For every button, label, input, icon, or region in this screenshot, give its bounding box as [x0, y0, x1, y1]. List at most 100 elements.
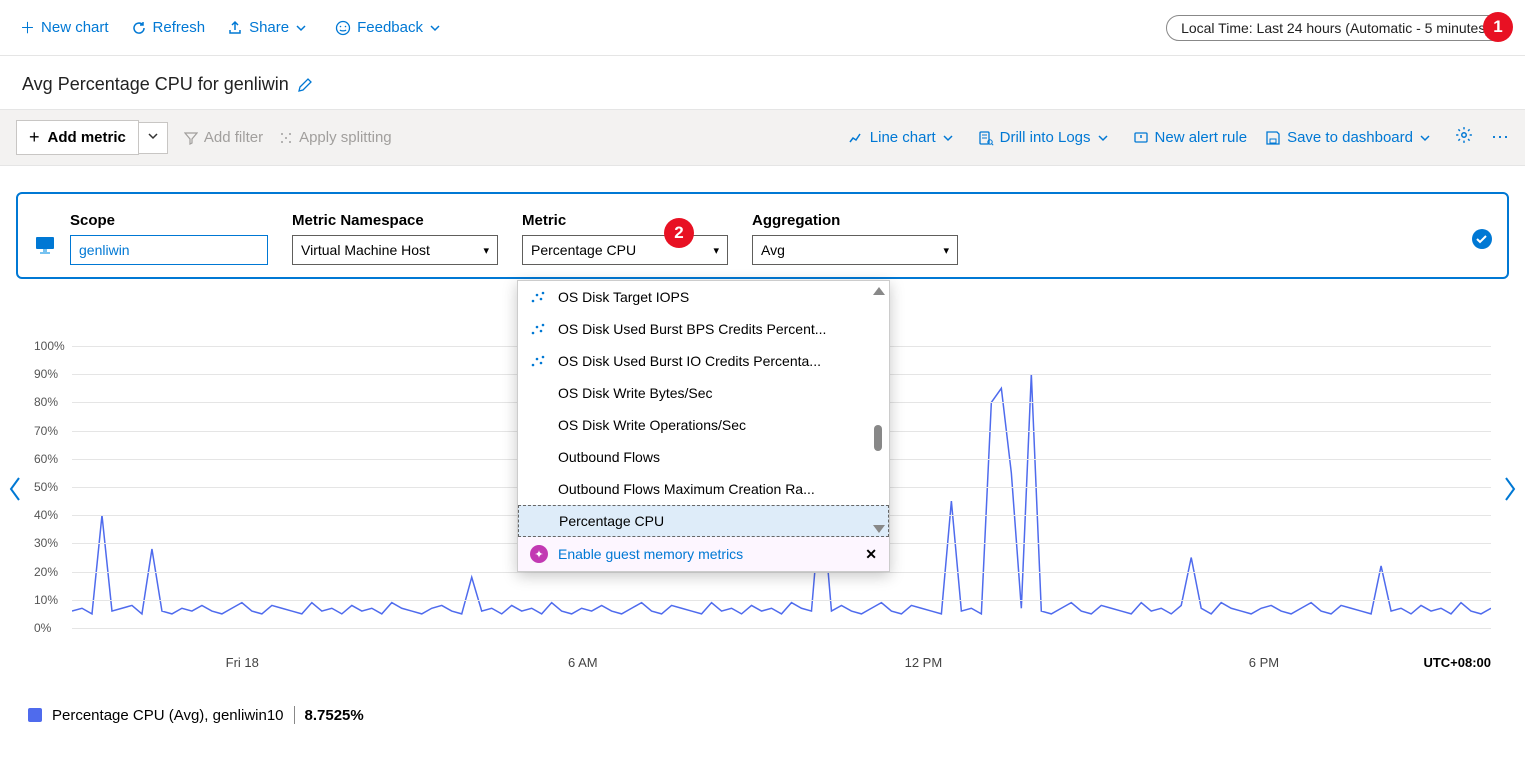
top-toolbar: ＋ New chart Refresh Share Feedback Local… — [0, 0, 1525, 56]
chevron-down-icon — [295, 22, 307, 34]
apply-splitting-button[interactable]: Apply splitting — [279, 129, 392, 146]
drill-logs-button[interactable]: Drill into Logs — [978, 129, 1115, 146]
alert-icon — [1133, 130, 1149, 146]
x-axis-label: 12 PM — [905, 655, 943, 670]
metric-option-label: OS Disk Used Burst IO Credits Percenta..… — [558, 353, 821, 369]
add-metric-dropdown[interactable] — [139, 122, 168, 154]
y-axis-label: 40% — [34, 508, 58, 522]
refresh-button[interactable]: Refresh — [131, 19, 206, 36]
scroll-thumb[interactable] — [874, 425, 882, 451]
metric-option[interactable]: Percentage CPU — [518, 505, 889, 537]
dropdown-footer[interactable]: ✦ Enable guest memory metrics ✕ — [518, 537, 889, 571]
chevron-down-icon — [429, 22, 441, 34]
y-axis-label: 70% — [34, 424, 58, 438]
chevron-down-icon: ▾ — [483, 244, 489, 257]
metric-option-label: OS Disk Write Operations/Sec — [558, 417, 746, 433]
metric-dropdown: OS Disk Target IOPS OS Disk Used Burst BP… — [517, 280, 890, 572]
scatter-icon — [530, 321, 548, 337]
plus-icon: + — [29, 127, 40, 148]
aggregation-label: Aggregation — [752, 212, 958, 229]
dropdown-scrollbar[interactable] — [871, 287, 885, 533]
chevron-down-icon — [1419, 132, 1431, 144]
y-axis-label: 20% — [34, 565, 58, 579]
chevron-down-icon — [942, 132, 954, 144]
scope-label: Scope — [70, 212, 268, 229]
namespace-label: Metric Namespace — [292, 212, 498, 229]
new-chart-button[interactable]: ＋ New chart — [20, 17, 109, 38]
chevron-down-icon: ▾ — [713, 244, 719, 257]
filter-icon — [184, 131, 198, 145]
feedback-button[interactable]: Feedback — [335, 19, 447, 36]
chart-type-button[interactable]: Line chart — [848, 129, 960, 146]
metric-option-label: Outbound Flows Maximum Creation Ra... — [558, 481, 815, 497]
scroll-down-icon[interactable] — [873, 525, 885, 533]
compass-icon: ✦ — [530, 545, 548, 563]
metric-option[interactable]: OS Disk Write Bytes/Sec — [518, 377, 889, 409]
save-icon — [1265, 130, 1281, 146]
legend-value: 8.7525% — [305, 707, 364, 724]
y-axis-label: 10% — [34, 593, 58, 607]
metric-option-label: Outbound Flows — [558, 449, 660, 465]
metric-option-label: OS Disk Used Burst BPS Credits Percent..… — [558, 321, 826, 337]
chevron-down-icon — [147, 130, 159, 142]
next-chart-button[interactable] — [1503, 476, 1517, 509]
metric-option[interactable]: OS Disk Used Burst IO Credits Percenta..… — [518, 345, 889, 377]
share-button[interactable]: Share — [227, 19, 313, 36]
edit-icon[interactable] — [297, 77, 313, 93]
metric-option[interactable]: OS Disk Write Operations/Sec — [518, 409, 889, 441]
scope-select[interactable]: genliwin — [70, 235, 268, 265]
chart-title-row: Avg Percentage CPU for genliwin — [0, 56, 1525, 109]
y-axis-label: 0% — [34, 621, 51, 635]
x-axis-label: 6 AM — [568, 655, 598, 670]
close-icon[interactable]: ✕ — [865, 546, 877, 563]
chart-legend: Percentage CPU (Avg), genliwin10 8.7525% — [28, 706, 364, 724]
chart-title: Avg Percentage CPU for genliwin — [22, 74, 313, 95]
y-axis-label: 50% — [34, 480, 58, 494]
legend-swatch — [28, 708, 42, 722]
y-axis-label: 80% — [34, 395, 58, 409]
x-axis-label: Fri 18 — [226, 655, 259, 670]
chevron-down-icon — [1097, 132, 1109, 144]
smile-icon — [335, 20, 351, 36]
plus-icon: ＋ — [20, 17, 35, 38]
metric-option[interactable]: OS Disk Target IOPS — [518, 281, 889, 313]
legend-label: Percentage CPU (Avg), genliwin10 — [52, 707, 284, 724]
share-icon — [227, 20, 243, 36]
prev-chart-button[interactable] — [8, 476, 22, 509]
metric-option-label: OS Disk Target IOPS — [558, 289, 689, 305]
legend-divider — [294, 706, 295, 724]
logs-icon — [978, 130, 994, 146]
metric-option[interactable]: Outbound Flows — [518, 441, 889, 473]
y-axis-label: 90% — [34, 367, 58, 381]
save-dashboard-button[interactable]: Save to dashboard — [1265, 129, 1437, 146]
x-axis-label: 6 PM — [1249, 655, 1279, 670]
y-axis-label: 100% — [34, 339, 65, 353]
split-icon — [279, 131, 293, 145]
time-range-pill[interactable]: Local Time: Last 24 hours (Automatic - 5… — [1166, 15, 1505, 41]
apply-check-icon[interactable] — [1471, 228, 1493, 250]
metric-option[interactable]: OS Disk Used Burst BPS Credits Percent..… — [518, 313, 889, 345]
metric-select[interactable]: Percentage CPU▾ — [522, 235, 728, 265]
new-alert-button[interactable]: New alert rule — [1133, 129, 1248, 146]
metric-option-label: Percentage CPU — [559, 513, 664, 529]
timezone-label: UTC+08:00 — [1423, 655, 1491, 670]
chart-action-bar: + Add metric Add filter Apply splitting … — [0, 109, 1525, 166]
annotation-badge-1: 1 — [1483, 12, 1513, 42]
vm-icon — [34, 234, 56, 261]
refresh-icon — [131, 20, 147, 36]
chevron-down-icon: ▾ — [943, 244, 949, 257]
metric-label: Metric — [522, 212, 728, 229]
aggregation-select[interactable]: Avg▾ — [752, 235, 958, 265]
add-filter-button[interactable]: Add filter — [184, 129, 263, 146]
metric-selector-panel: Scope genliwin Metric Namespace Virtual … — [16, 192, 1509, 279]
settings-gear-icon[interactable] — [1455, 126, 1473, 149]
namespace-select[interactable]: Virtual Machine Host▾ — [292, 235, 498, 265]
scroll-up-icon[interactable] — [873, 287, 885, 295]
metric-option[interactable]: Outbound Flows Maximum Creation Ra... — [518, 473, 889, 505]
y-axis-label: 30% — [34, 536, 58, 550]
scatter-icon — [530, 289, 548, 305]
add-metric-button[interactable]: + Add metric — [16, 120, 139, 155]
more-menu-icon[interactable]: ⋯ — [1491, 127, 1509, 148]
line-chart-icon — [848, 130, 864, 146]
scatter-icon — [530, 353, 548, 369]
